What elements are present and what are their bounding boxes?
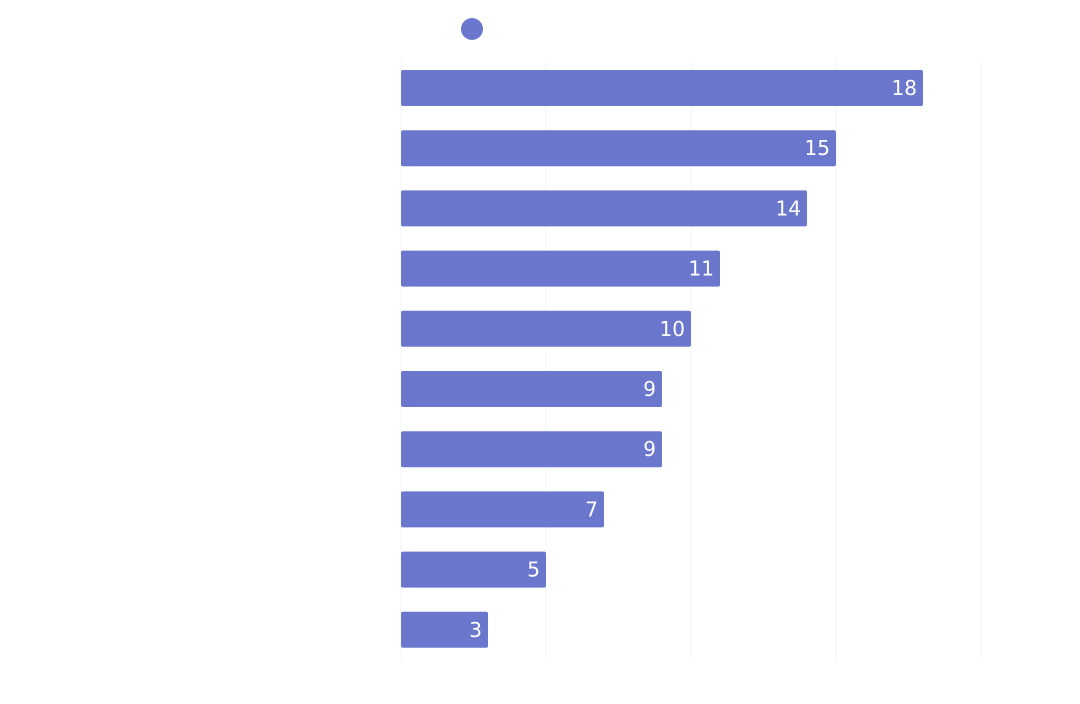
bar [401,551,546,588]
bar [401,431,662,468]
bar [401,70,923,106]
bar [401,491,604,528]
data-label: 15 [805,136,830,160]
bar [401,371,662,407]
bar [401,130,836,167]
data-label: 10 [660,317,685,341]
data-label: 18 [892,76,917,100]
data-label: 14 [776,196,801,220]
data-label: 7 [585,497,598,521]
bars: 18 15 14 11 10 9 9 7 5 3 [401,70,923,648]
data-label: 9 [643,437,656,461]
legend [461,18,483,40]
legend-marker [461,18,483,40]
bar [401,611,488,648]
data-label: 3 [469,618,482,642]
data-label: 11 [689,257,714,281]
data-label: 5 [527,558,540,582]
data-label: 9 [643,377,656,401]
bar [401,250,720,287]
bar [401,190,807,227]
bar [401,310,691,347]
